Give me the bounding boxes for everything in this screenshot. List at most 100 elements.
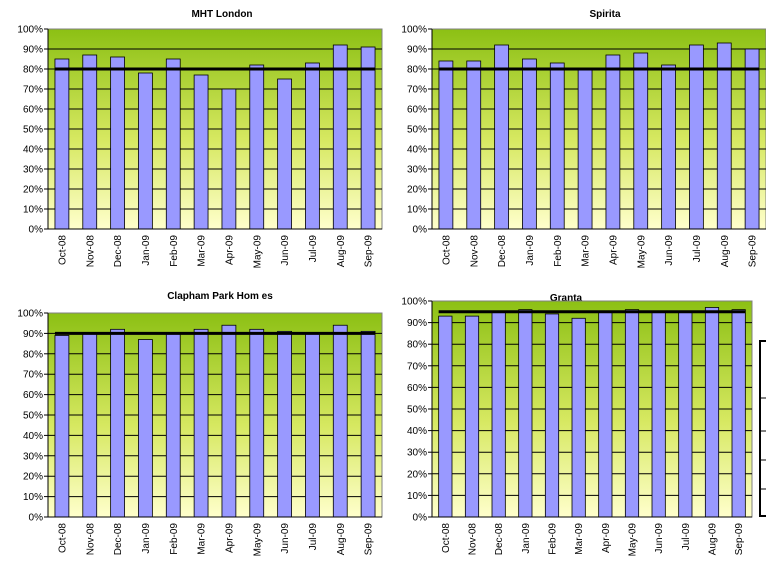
y-tick-label: 0% [413,513,428,524]
chart-mht-london: MHT London 0% 10% 20% 30% 40% 50% 60% 70% 80% 90%… [17,9,383,268]
y-tick-label: 40% [407,426,427,437]
y-tick-label: 80% [407,340,427,351]
y-tick-label: 100% [17,309,43,320]
chart-title: Granta [550,293,583,304]
y-tick-label: 0% [29,225,44,236]
y-tick-label: 10% [407,205,427,216]
x-tick-label: Oct-08 [441,523,452,553]
x-tick-label: Jan-09 [521,523,532,554]
x-tick-label: Mar-09 [197,523,208,555]
bar [165,58,181,230]
bar [438,60,454,230]
y-tick-label: 90% [407,45,427,56]
x-tick-label: Jan-09 [141,235,152,266]
y-tick-label: 20% [407,185,427,196]
y-tick-label: 30% [407,448,427,459]
bar [464,315,480,518]
chart-spirita: Spirita 0% 10% 20% 30% 40% 50% 60% 70% 80% 90% 100… [401,9,766,268]
x-tick-label: May-09 [252,523,263,557]
x-tick-label: Sep-09 [364,523,375,556]
bar [466,60,482,230]
x-tick-label: Apr-09 [224,523,235,553]
bar [689,44,704,230]
x-tick-label: Nov-08 [85,235,96,268]
bar [494,44,509,230]
bar [549,62,565,230]
y-tick-label: 80% [407,65,427,76]
chart-title: MHT London [191,9,252,20]
bar [305,62,320,230]
y-tick-label: 80% [23,65,43,76]
bar [605,54,621,230]
x-tick-label: Dec-08 [497,235,508,268]
y-tick-label: 90% [23,45,43,56]
y-tick-label: 40% [407,145,427,156]
x-tick-label: Aug-09 [336,523,347,556]
bar [193,328,209,518]
bar [744,48,760,230]
bar [571,317,586,518]
x-tick-label: Feb-09 [553,235,564,267]
y-tick-label: 90% [23,329,43,340]
y-tick-label: 100% [401,297,427,308]
y-tick-label: 100% [401,25,427,36]
x-tick-label: Nov-08 [469,235,480,268]
x-tick-label: Sep-09 [748,235,759,268]
x-tick-label: Dec-08 [113,523,124,556]
x-tick-label: May-09 [636,235,647,269]
bar [277,78,292,230]
x-tick-label: May-09 [628,523,639,557]
bar [54,335,70,518]
bar [249,328,265,518]
x-tick-label: Mar-09 [574,523,585,555]
bar [277,330,292,518]
y-tick-label: 30% [23,451,43,462]
y-tick-label: 20% [23,472,43,483]
y-tick-label: 10% [23,492,43,503]
bar [360,46,376,230]
y-tick-label: 90% [407,318,427,329]
bar [138,339,153,518]
x-tick-label: Apr-09 [608,235,619,265]
x-tick-label: Jun-09 [664,235,675,266]
x-tick-label: Jun-09 [654,523,665,554]
bar [221,88,237,230]
chart-granta: Granta 0% 10% 20% 30% 40% 50% 60% 70% 80% 90% 100%… [401,293,753,557]
y-tick-label: 60% [407,105,427,116]
chart-clapham-park-homes: Clapham Park Hom es 0% 10% 20% 30% 40% 50% 60%… [17,291,383,557]
x-tick-label: Jun-09 [280,523,291,554]
x-tick-label: Aug-09 [336,235,347,268]
x-tick-label: Aug-09 [708,523,719,556]
y-tick-label: 80% [23,349,43,360]
y-tick-label: 0% [413,225,428,236]
bar [624,309,640,518]
y-tick-label: 10% [23,205,43,216]
y-tick-label: 20% [23,185,43,196]
bar [82,332,98,518]
bar [633,52,649,230]
bar [54,58,70,230]
legend-box [759,340,766,517]
bar [360,330,376,518]
chart-title: Spirita [589,9,621,20]
bar [332,324,348,518]
x-tick-label: Mar-09 [197,235,208,267]
y-tick-label: 40% [23,145,43,156]
bar [332,44,348,230]
y-tick-label: 50% [23,411,43,422]
y-tick-label: 20% [407,469,427,480]
y-tick-label: 50% [23,125,43,136]
bar [438,315,453,518]
bar [82,54,98,230]
x-tick-label: Sep-09 [364,235,375,268]
x-tick-label: Jul-09 [308,235,319,263]
bar [651,311,666,518]
bar [193,74,209,230]
bar [522,58,537,230]
bar [731,309,746,518]
bar [249,64,265,230]
y-tick-label: 100% [17,25,43,36]
x-tick-label: Feb-09 [169,235,180,267]
bar [678,311,693,518]
